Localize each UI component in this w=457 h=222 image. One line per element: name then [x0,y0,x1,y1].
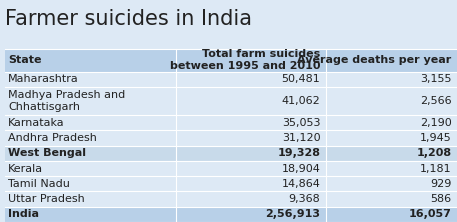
Bar [5,161,176,176]
Bar [326,72,457,87]
Text: 1,181: 1,181 [420,164,452,174]
Bar [326,207,457,222]
Bar [326,131,457,146]
Bar [5,192,176,207]
Text: Madhya Pradesh and
Chhattisgarh: Madhya Pradesh and Chhattisgarh [8,90,125,112]
Bar [326,161,457,176]
Text: 50,481: 50,481 [282,74,320,84]
Text: 586: 586 [430,194,452,204]
Text: Maharashtra: Maharashtra [8,74,79,84]
Text: 9,368: 9,368 [289,194,320,204]
Text: Kerala: Kerala [8,164,43,174]
Bar [5,131,176,146]
Text: Average deaths per year: Average deaths per year [298,55,452,65]
Bar [176,87,326,115]
Bar [176,115,326,131]
Bar [176,49,326,72]
Bar [176,176,326,192]
Text: 1,945: 1,945 [420,133,452,143]
Bar [326,49,457,72]
Bar [5,207,176,222]
Text: State: State [8,55,42,65]
Text: 19,328: 19,328 [277,148,320,158]
Text: 2,190: 2,190 [420,118,452,128]
Bar [176,131,326,146]
Text: Total farm suicides
between 1995 and 2010: Total farm suicides between 1995 and 201… [170,49,320,71]
Bar [176,207,326,222]
Bar [5,115,176,131]
Text: Tamil Nadu: Tamil Nadu [8,179,70,189]
Bar [5,72,176,87]
Text: 1,208: 1,208 [416,148,452,158]
Bar [326,146,457,161]
Text: 16,057: 16,057 [409,209,452,219]
Text: 3,155: 3,155 [420,74,452,84]
Text: 31,120: 31,120 [282,133,320,143]
Text: West Bengal: West Bengal [8,148,86,158]
Text: Karnataka: Karnataka [8,118,65,128]
Text: 18,904: 18,904 [282,164,320,174]
Text: Farmer suicides in India: Farmer suicides in India [5,9,251,29]
Bar [176,72,326,87]
Bar [326,192,457,207]
Text: 929: 929 [430,179,452,189]
Text: Andhra Pradesh: Andhra Pradesh [8,133,97,143]
Bar [326,115,457,131]
Bar [326,176,457,192]
Bar [5,146,176,161]
Bar [5,176,176,192]
Text: 41,062: 41,062 [282,96,320,106]
Text: 2,56,913: 2,56,913 [266,209,320,219]
Text: 35,053: 35,053 [282,118,320,128]
Bar [176,161,326,176]
Text: Uttar Pradesh: Uttar Pradesh [8,194,85,204]
Text: 14,864: 14,864 [282,179,320,189]
Bar [5,49,176,72]
Bar [176,146,326,161]
Bar [326,87,457,115]
Text: India: India [8,209,39,219]
Bar [176,192,326,207]
Bar [5,87,176,115]
Text: 2,566: 2,566 [420,96,452,106]
